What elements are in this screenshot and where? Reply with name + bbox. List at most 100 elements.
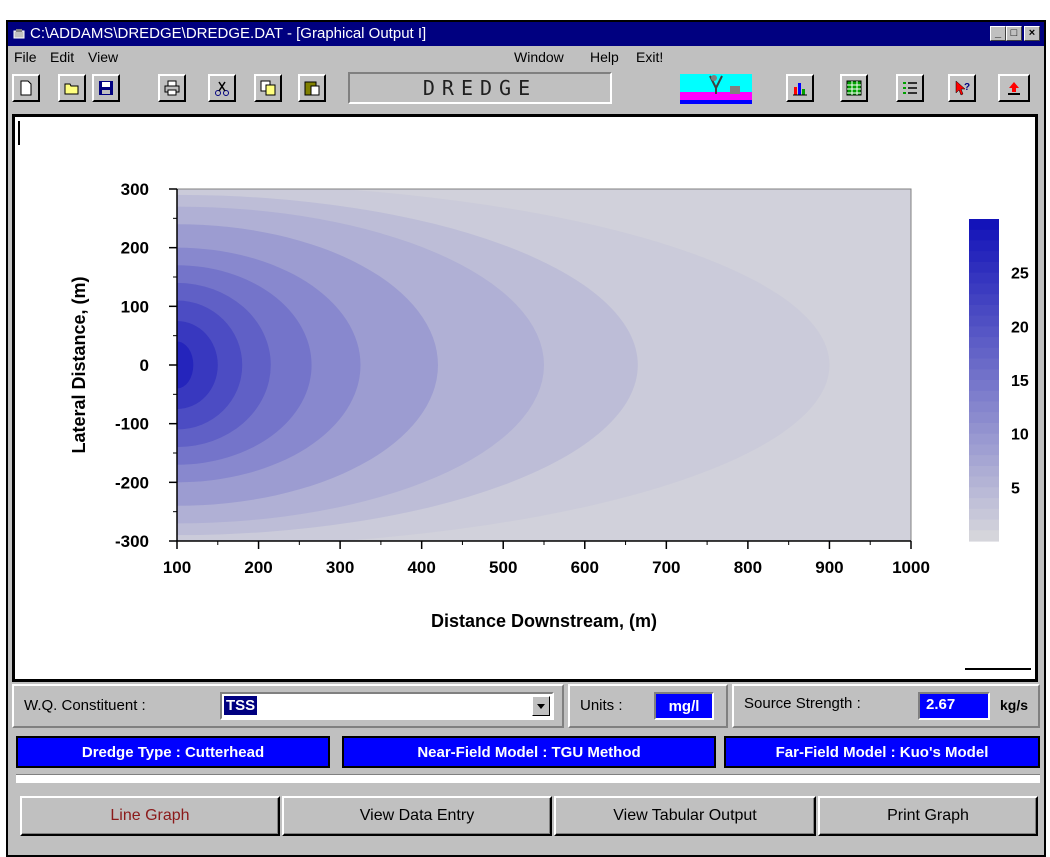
x-tick-label-1: 200 bbox=[244, 558, 272, 577]
menu-file[interactable]: File bbox=[14, 49, 37, 65]
open-button[interactable] bbox=[58, 74, 86, 102]
colorbar-step-10 bbox=[969, 326, 999, 338]
wq-constituent-label: W.Q. Constituent : bbox=[24, 697, 146, 714]
colorbar-step-8 bbox=[969, 304, 999, 317]
colorbar-step-27 bbox=[969, 508, 999, 521]
open-folder-icon bbox=[64, 83, 79, 95]
x-tick-label-6: 700 bbox=[652, 558, 680, 577]
source-strength-value[interactable]: 2.67 bbox=[918, 692, 990, 720]
colorbar-step-24 bbox=[969, 476, 999, 488]
colorbar-step-22 bbox=[969, 455, 999, 467]
colorbar-step-2 bbox=[969, 240, 999, 252]
x-axis-label: Distance Downstream, (m) bbox=[431, 611, 657, 631]
help-pointer-icon: ? bbox=[955, 80, 970, 96]
dredge-banner: DREDGE bbox=[348, 72, 612, 104]
wq-group bbox=[12, 684, 564, 728]
svg-text:?: ? bbox=[964, 82, 970, 93]
x-tick-label-0: 100 bbox=[163, 558, 191, 577]
menu-help[interactable]: Help bbox=[590, 49, 619, 65]
contour-band-8 bbox=[177, 321, 218, 409]
source-strength-label: Source Strength : bbox=[744, 695, 861, 712]
contour-band-9 bbox=[177, 341, 194, 389]
wq-constituent-select[interactable]: TSS bbox=[220, 692, 554, 720]
main-window: C:\ADDAMS\DREDGE\DREDGE.DAT - [Graphical… bbox=[6, 20, 1046, 857]
x-tick-label-5: 600 bbox=[571, 558, 599, 577]
x-tick-label-8: 900 bbox=[815, 558, 843, 577]
y-tick-label-4: -100 bbox=[115, 415, 149, 434]
print-button[interactable] bbox=[158, 74, 186, 102]
y-axis-label: Lateral Distance, (m) bbox=[69, 276, 89, 453]
colorbar-step-18 bbox=[969, 412, 999, 424]
context-help-button[interactable]: ? bbox=[948, 74, 976, 102]
view-tabular-output-button[interactable]: View Tabular Output bbox=[554, 796, 816, 836]
new-file-button[interactable] bbox=[12, 74, 40, 102]
button-bar: Line Graph View Data Entry View Tabular … bbox=[12, 790, 1040, 842]
maximize-button[interactable]: □ bbox=[1006, 26, 1022, 41]
y-tick-label-5: -200 bbox=[115, 473, 149, 492]
colorbar-step-4 bbox=[969, 261, 999, 274]
y-tick-label-3: 0 bbox=[140, 356, 149, 375]
menu-window[interactable]: Window bbox=[514, 49, 564, 65]
source-strength-unit: kg/s bbox=[1000, 697, 1029, 713]
copy-icon bbox=[260, 80, 276, 96]
copy-button[interactable] bbox=[254, 74, 282, 102]
colorbar-step-9 bbox=[969, 315, 999, 327]
print-graph-button[interactable]: Print Graph bbox=[818, 796, 1038, 836]
colorbar-label-0: 25 bbox=[1011, 266, 1029, 283]
colorbar-step-19 bbox=[969, 422, 999, 435]
colorbar-step-28 bbox=[969, 519, 999, 531]
cut-scissors-icon bbox=[215, 81, 229, 96]
y-tick-label-2: 100 bbox=[121, 297, 149, 316]
colorbar-step-23 bbox=[969, 465, 999, 478]
colorbar-step-16 bbox=[969, 390, 999, 403]
upload-button[interactable] bbox=[998, 74, 1030, 102]
colorbar-step-26 bbox=[969, 498, 999, 510]
menu-edit[interactable]: Edit bbox=[50, 49, 75, 65]
new-file-icon bbox=[20, 80, 32, 96]
y-tick-label-1: 200 bbox=[121, 239, 149, 258]
print-icon bbox=[164, 80, 180, 96]
colorbar-step-3 bbox=[969, 251, 999, 263]
dropdown-button[interactable] bbox=[532, 696, 550, 716]
source-group bbox=[732, 684, 1040, 728]
x-tick-label-3: 400 bbox=[407, 558, 435, 577]
colorbar-step-14 bbox=[969, 369, 999, 381]
line-graph-button[interactable]: Line Graph bbox=[20, 796, 280, 836]
colorbar-label-1: 20 bbox=[1011, 319, 1029, 336]
units-group bbox=[568, 684, 728, 728]
save-button[interactable] bbox=[92, 74, 120, 102]
colorbar-step-7 bbox=[969, 294, 999, 306]
colorbar-step-1 bbox=[969, 229, 999, 242]
banner-text: DREDGE bbox=[422, 76, 538, 100]
title-bar[interactable]: C:\ADDAMS\DREDGE\DREDGE.DAT - [Graphical… bbox=[8, 22, 1044, 46]
app-icon bbox=[13, 29, 25, 39]
x-tick-label-9: 1000 bbox=[892, 558, 930, 577]
contour-group bbox=[177, 189, 830, 541]
bar-chart-button[interactable] bbox=[786, 74, 814, 102]
menu-view[interactable]: View bbox=[88, 49, 119, 65]
colorbar-label-3: 10 bbox=[1011, 427, 1029, 444]
cut-button[interactable] bbox=[208, 74, 236, 102]
close-button[interactable]: × bbox=[1024, 26, 1040, 41]
table-icon bbox=[846, 80, 862, 96]
colorbar-step-15 bbox=[969, 380, 999, 392]
colorbar-label-2: 15 bbox=[1011, 373, 1029, 390]
view-data-entry-button[interactable]: View Data Entry bbox=[282, 796, 552, 836]
minimize-button[interactable]: _ bbox=[990, 26, 1006, 41]
list-button[interactable] bbox=[896, 74, 924, 102]
colorbar-step-21 bbox=[969, 444, 999, 456]
save-disk-icon bbox=[99, 81, 113, 95]
colorbar-step-25 bbox=[969, 487, 999, 499]
menu-exit[interactable]: Exit! bbox=[636, 49, 664, 65]
menu-bar: File Edit View Window Help Exit! bbox=[8, 46, 1044, 68]
list-icon bbox=[903, 82, 917, 94]
near-field-model-badge: Near-Field Model : TGU Method bbox=[342, 736, 716, 768]
far-field-model-badge: Far-Field Model : Kuo's Model bbox=[724, 736, 1040, 768]
dredge-logo-icon bbox=[680, 74, 752, 104]
dredge-type-badge: Dredge Type : Cutterhead bbox=[16, 736, 330, 768]
plume-chart: 100 200 300 400 500 600 700 800 900 1000300200100… bbox=[18, 121, 1031, 670]
table-button[interactable] bbox=[840, 74, 868, 102]
toolbar: DREDGE ? bbox=[8, 68, 1044, 110]
y-tick-label-6: -300 bbox=[115, 532, 149, 551]
paste-button[interactable] bbox=[298, 74, 326, 102]
